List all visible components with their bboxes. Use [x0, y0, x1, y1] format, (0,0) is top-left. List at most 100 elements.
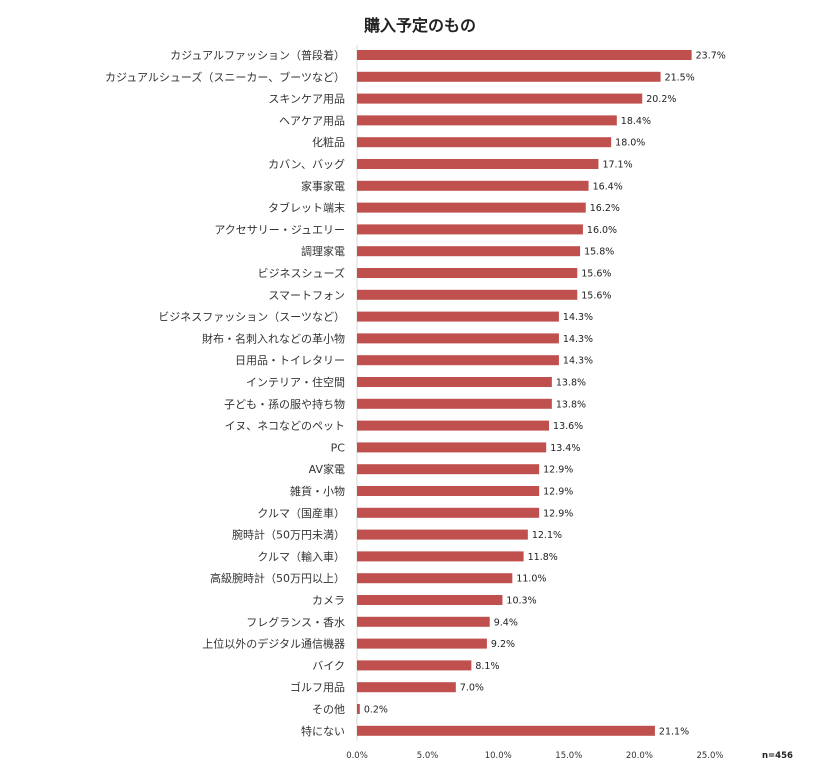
category-label: フレグランス・香水: [246, 615, 345, 629]
bar: [357, 202, 586, 213]
category-label: カバン、バッグ: [268, 157, 345, 171]
data-label: 14.3%: [563, 356, 593, 367]
data-label: 10.3%: [506, 596, 536, 607]
data-label: 15.6%: [581, 290, 611, 301]
x-tick-label: 10.0%: [485, 751, 512, 761]
data-label: 12.9%: [543, 508, 573, 519]
x-tick-label: 0.0%: [346, 751, 368, 761]
data-label: 16.4%: [593, 181, 623, 192]
bar: [357, 420, 550, 431]
data-label: 0.2%: [364, 705, 388, 716]
bar: [357, 660, 472, 671]
bar: [357, 442, 547, 453]
category-label: ビジネスファッション（スーツなど）: [158, 311, 345, 324]
category-label: 化粧品: [312, 135, 345, 149]
bars-layer: [356, 45, 692, 741]
x-tick-label: 20.0%: [626, 751, 653, 761]
data-label: 9.2%: [491, 639, 515, 650]
category-label: 腕時計（50万円未満）: [232, 528, 345, 542]
category-label: その他: [312, 703, 345, 716]
bar: [357, 93, 643, 104]
bar: [357, 289, 578, 300]
bar: [357, 377, 552, 387]
data-label: 11.0%: [516, 574, 546, 585]
category-label: タブレット端末: [268, 201, 345, 215]
x-tick-label: 15.0%: [555, 751, 582, 761]
category-label: バイク: [312, 659, 345, 672]
category-label: 調理家電: [301, 244, 345, 258]
category-label: イヌ、ネコなどのペット: [224, 420, 345, 433]
category-label: インテリア・住空間: [246, 375, 345, 389]
data-label: 20.2%: [646, 94, 676, 105]
bar: [357, 529, 528, 540]
category-label: 日用品・トイレタリー: [235, 354, 345, 367]
category-label: ヘアケア用品: [279, 114, 345, 127]
data-label: 13.8%: [556, 399, 586, 410]
bar: [357, 551, 524, 562]
bar: [357, 595, 503, 605]
category-label: 特にない: [301, 724, 345, 738]
sample-size-note: n=456: [762, 751, 793, 761]
data-label: 14.3%: [563, 334, 593, 345]
category-label: 子ども・孫の服や持ち物: [224, 397, 345, 411]
data-label: 7.0%: [460, 683, 484, 694]
data-label: 16.0%: [587, 225, 617, 236]
category-labels: カジュアルファッション（普段着） カジュアルシューズ（スニーカー、ブーツなど） スキ…: [105, 48, 345, 738]
data-label: 13.6%: [553, 421, 583, 432]
category-label: スマートフォン: [268, 289, 345, 302]
data-label: 12.1%: [532, 530, 562, 541]
data-labels: 23.7%21.5% 20.2% 18.4% 18.0% 17.1% 16.4% 16.2%…: [364, 51, 726, 738]
category-label: AV家電: [309, 462, 345, 476]
category-label: 雑貨・小物: [290, 484, 345, 498]
data-label: 15.8%: [584, 247, 614, 258]
data-label: 18.0%: [615, 138, 645, 149]
data-label: 18.4%: [621, 116, 651, 127]
bar: [357, 682, 456, 693]
bar: [357, 355, 559, 366]
bar: [357, 71, 661, 82]
category-label: カジュアルシューズ（スニーカー、ブーツなど）: [105, 70, 345, 84]
chart-title: 購入予定のもの: [363, 16, 476, 35]
data-label: 9.4%: [494, 617, 518, 628]
data-label: 23.7%: [696, 51, 726, 62]
bar: [357, 725, 655, 736]
data-label: 8.1%: [475, 661, 499, 672]
bar: [357, 704, 360, 714]
bar: [357, 638, 487, 649]
bar: [357, 246, 581, 257]
x-tick-label: 25.0%: [696, 751, 723, 761]
category-label: 財布・名刺入れなどの革小物: [202, 331, 345, 345]
bar: [357, 115, 617, 126]
category-label: アクセサリー・ジュエリー: [214, 223, 345, 236]
data-label: 12.9%: [543, 487, 573, 498]
category-label: 高級腕時計（50万円以上）: [210, 571, 345, 585]
category-label: カメラ: [312, 594, 345, 607]
category-label: 上位以外のデジタル通信機器: [202, 637, 345, 651]
bar: [357, 464, 540, 475]
bar: [357, 159, 599, 169]
bar: [357, 333, 559, 344]
bar: [357, 486, 540, 496]
category-label: PC: [331, 441, 346, 454]
data-label: 17.1%: [602, 160, 632, 171]
category-label: スキンケア用品: [268, 93, 345, 106]
bar: [357, 311, 559, 322]
bar: [357, 224, 583, 235]
bar: [357, 268, 578, 278]
data-label: 15.6%: [581, 269, 611, 280]
bar: [357, 616, 490, 627]
bar: [357, 137, 612, 148]
bar: [357, 180, 589, 191]
category-label: クルマ（国産車）: [257, 506, 345, 520]
data-label: 16.2%: [590, 203, 620, 214]
data-label: 21.1%: [659, 726, 689, 737]
category-label: カジュアルファッション（普段着）: [170, 48, 345, 62]
category-label: 家事家電: [301, 179, 345, 193]
bar: [357, 398, 552, 409]
category-label: クルマ（輸入車）: [257, 549, 345, 563]
x-axis-ticks: 0.0% 5.0% 10.0% 15.0% 20.0% 25.0%: [346, 751, 723, 761]
bar: [357, 50, 692, 60]
data-label: 12.9%: [543, 465, 573, 476]
data-label: 14.3%: [563, 312, 593, 323]
